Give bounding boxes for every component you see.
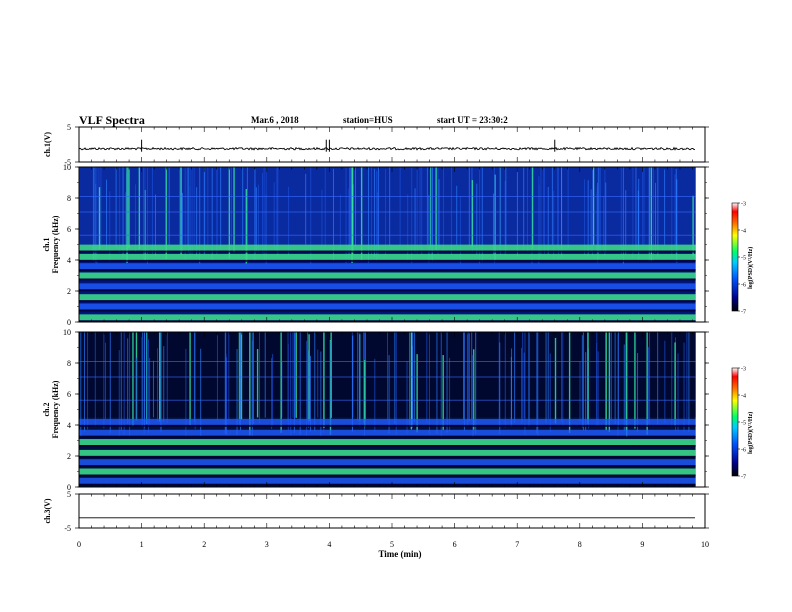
y-tick-label: 4 (67, 421, 71, 430)
y-tick-label: 10 (63, 328, 71, 337)
band-gap (79, 320, 696, 323)
spectrogram-band (79, 477, 696, 484)
x-tick-label: 3 (265, 540, 269, 549)
x-tick-label: 4 (327, 540, 331, 549)
spectrogram-band (79, 303, 696, 310)
band-gap (79, 250, 696, 253)
x-tick-label: 8 (578, 540, 582, 549)
colorbar-tick-label: -4 (741, 394, 746, 400)
ch1-colorbar: -3 -4 -5 -6 -7 log(PSD)(V²/Hz) (731, 202, 754, 316)
ch1-spectrogram-panel: 0 2 4 6 8 10 ch.1 Frequency (kHz) (42, 163, 709, 327)
spectrogram-band (79, 439, 696, 446)
panel-channel-label: ch.1 (42, 238, 51, 252)
colorbar-tick-label: -5 (741, 256, 746, 262)
figure-start-time: start UT = 23:30:2 (437, 115, 508, 125)
spectrogram-band (79, 272, 696, 279)
time-axis: 0 1 2 3 4 5 6 7 8 9 10 (77, 540, 709, 549)
colorbar-tick-label: -5 (741, 421, 746, 427)
colorbar-gradient (731, 202, 739, 312)
y-axis-label: Frequency (kHz) (51, 380, 60, 438)
colorbar-tick-label: -7 (741, 310, 746, 316)
spectrogram-band (79, 314, 696, 321)
y-tick-label: 8 (67, 359, 71, 368)
x-tick-label: 1 (140, 540, 144, 549)
spectrogram-band (79, 429, 696, 436)
x-tick-label: 9 (640, 540, 644, 549)
panel-frame (78, 126, 706, 163)
y-tick-label: 5 (67, 490, 71, 499)
x-tick-label: 2 (202, 540, 206, 549)
band-gap (79, 483, 696, 486)
y-axis-label: Frequency (kHz) (51, 215, 60, 273)
band-gap (79, 455, 696, 458)
waveform-trace (78, 146, 696, 151)
band-gap (79, 435, 696, 438)
band-gap (79, 445, 696, 448)
figure-station: station=HUS (343, 115, 393, 125)
spectrogram-band (79, 263, 696, 270)
panel-frame (78, 493, 706, 529)
colorbar-gradient (731, 367, 739, 477)
spectrogram-band (79, 294, 696, 301)
colorbar-tick-label: -7 (741, 475, 746, 481)
y-tick-label: 4 (67, 256, 71, 265)
y-tick-label: 6 (67, 225, 71, 234)
colorbar-label: log(PSD)(V²/Hz) (747, 247, 754, 289)
spectrogram-band (79, 459, 696, 466)
y-tick-label: -5 (64, 524, 71, 533)
ch2-spectrogram-panel: 0 2 4 6 8 10 ch.2 Frequency (kHz) (42, 328, 709, 492)
y-tick-label: 10 (63, 163, 71, 172)
y-tick-label: 6 (67, 390, 71, 399)
spectrogram-band (79, 253, 696, 260)
figure-title: VLF Spectra (79, 113, 145, 127)
x-tick-label: 7 (515, 540, 519, 549)
colorbar-tick-label: -3 (741, 367, 746, 373)
band-gap (79, 309, 696, 312)
x-axis-label: Time (min) (378, 549, 421, 559)
spectrogram-band (79, 283, 696, 290)
band-gap (79, 300, 696, 303)
ch1-waveform-panel: 5 -5 ch.1(V) (43, 123, 709, 167)
band-gap (79, 424, 696, 427)
band-gap (79, 289, 696, 292)
ch3-waveform-panel: 5 -5 ch.3(V) (43, 490, 709, 533)
colorbar-tick-label: -6 (741, 448, 746, 454)
spectrogram-band (79, 468, 696, 475)
x-tick-label: 10 (701, 540, 709, 549)
spectrogram-band (79, 449, 696, 456)
y-tick-label: 5 (67, 123, 71, 132)
band-gap (79, 465, 696, 468)
colorbar-tick-label: -6 (741, 283, 746, 289)
y-tick-label: 8 (67, 194, 71, 203)
band-gap (79, 259, 696, 262)
y-axis-label: ch.1(V) (43, 132, 52, 157)
colorbar-label: log(PSD)(V²/Hz) (747, 412, 754, 454)
band-gap (79, 474, 696, 477)
spectrogram-band (79, 418, 696, 425)
band-gap (79, 278, 696, 281)
band-gap (79, 269, 696, 272)
x-tick-label: 5 (390, 540, 394, 549)
y-axis-label: ch.3(V) (43, 498, 52, 523)
figure-date: Mar.6 , 2018 (251, 115, 299, 125)
spectrogram-band (79, 244, 696, 251)
y-tick-label: 0 (67, 483, 71, 492)
x-tick-label: 6 (453, 540, 457, 549)
y-tick-label: 2 (67, 452, 71, 461)
y-tick-label: 0 (67, 318, 71, 327)
x-tick-label: 0 (77, 540, 81, 549)
y-tick-label: -5 (64, 158, 71, 167)
colorbar-tick-label: -4 (741, 229, 746, 235)
panel-channel-label: ch.2 (42, 403, 51, 417)
ch2-colorbar: -3 -4 -5 -6 -7 log(PSD)(V²/Hz) (731, 367, 754, 481)
y-tick-label: 2 (67, 287, 71, 296)
colorbar-tick-label: -3 (741, 202, 746, 208)
